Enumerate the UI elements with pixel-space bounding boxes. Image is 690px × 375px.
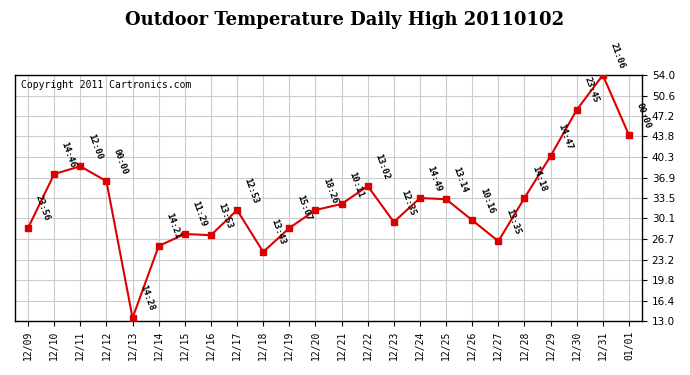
Text: 00:00: 00:00 (112, 147, 130, 176)
Text: 14:49: 14:49 (426, 164, 443, 192)
Text: 23:45: 23:45 (582, 76, 600, 104)
Text: 12:35: 12:35 (400, 188, 417, 216)
Text: Outdoor Temperature Daily High 20110102: Outdoor Temperature Daily High 20110102 (126, 11, 564, 29)
Text: 13:53: 13:53 (217, 201, 234, 229)
Text: 14:18: 14:18 (530, 164, 548, 192)
Text: Copyright 2011 Cartronics.com: Copyright 2011 Cartronics.com (21, 80, 192, 90)
Text: 14:46: 14:46 (60, 140, 77, 168)
Text: 14:47: 14:47 (556, 122, 574, 150)
Text: 13:14: 13:14 (452, 165, 469, 194)
Text: 13:35: 13:35 (504, 207, 522, 236)
Text: 23:56: 23:56 (34, 194, 51, 222)
Text: 14:21: 14:21 (164, 212, 182, 240)
Text: 15:07: 15:07 (295, 194, 313, 222)
Text: 13:43: 13:43 (268, 218, 286, 246)
Text: 10:11: 10:11 (347, 170, 365, 198)
Text: 11:29: 11:29 (190, 200, 208, 228)
Text: 12:00: 12:00 (86, 132, 104, 161)
Text: 14:28: 14:28 (138, 284, 156, 312)
Text: 00:00: 00:00 (635, 101, 652, 129)
Text: 21:06: 21:06 (609, 41, 626, 70)
Text: 12:53: 12:53 (243, 176, 260, 204)
Text: 13:02: 13:02 (373, 152, 391, 180)
Text: 18:26: 18:26 (321, 176, 339, 204)
Text: 10:16: 10:16 (477, 186, 495, 214)
